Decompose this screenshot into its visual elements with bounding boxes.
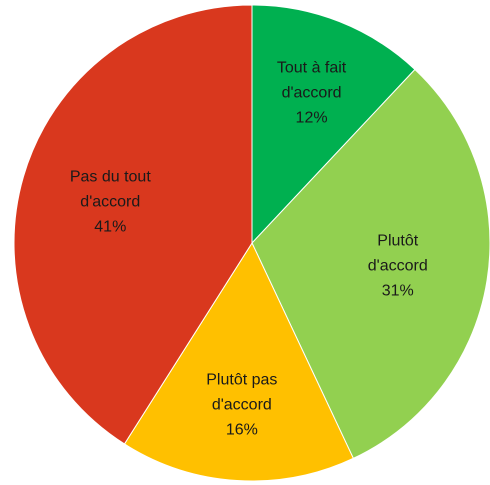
category-label: Tout à fait d'accord — [276, 59, 347, 102]
slice-label: Plutôt d'accord 31% — [350, 229, 446, 304]
value-label: 12% — [295, 109, 328, 127]
category-label: Plutôt d'accord — [367, 232, 428, 275]
value-label: 41% — [94, 218, 127, 236]
slice-label: Tout à fait d'accord 12% — [264, 55, 360, 130]
slice-label: Plutôt pas d'accord 16% — [194, 367, 290, 442]
pie-slice — [13, 4, 253, 445]
pie-slice — [251, 68, 490, 460]
category-label: Plutôt pas d'accord — [206, 371, 278, 414]
category-label: Pas du tout d'accord — [69, 168, 151, 211]
slice-label: Pas du tout d'accord 41% — [62, 164, 158, 239]
value-label: 31% — [381, 282, 414, 300]
value-label: 16% — [225, 421, 258, 439]
pie-slice — [251, 4, 416, 245]
pie-slice — [123, 241, 355, 482]
